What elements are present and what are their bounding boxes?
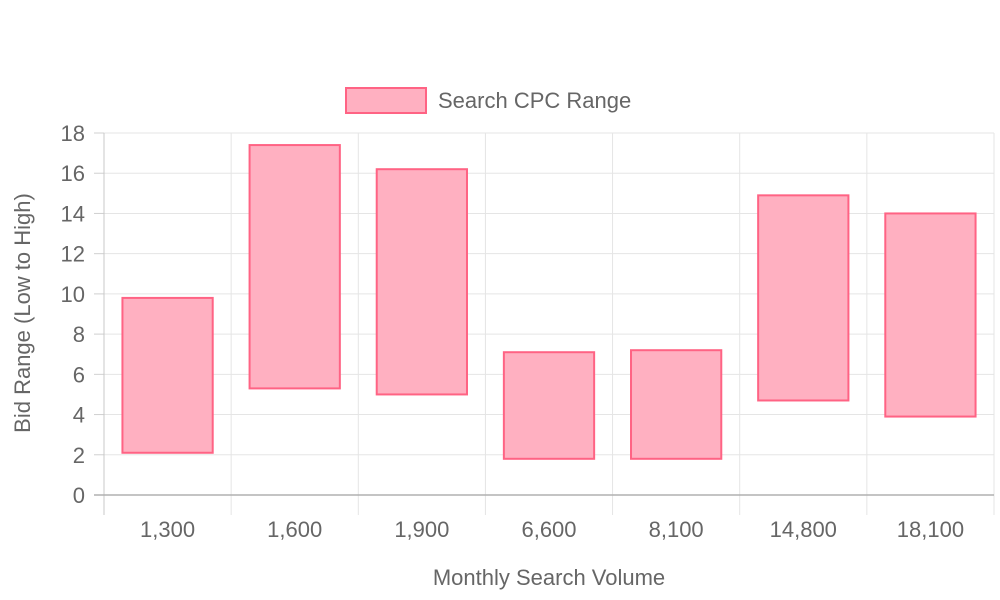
y-tick-label: 14 bbox=[61, 201, 85, 226]
range-bar[interactable] bbox=[630, 349, 723, 460]
x-tick-label: 14,800 bbox=[770, 517, 837, 542]
y-tick-label: 2 bbox=[73, 443, 85, 468]
range-bar[interactable] bbox=[502, 351, 596, 460]
x-axis-title: Monthly Search Volume bbox=[433, 565, 665, 590]
legend-swatch bbox=[345, 87, 427, 114]
x-tick-label: 1,300 bbox=[140, 517, 195, 542]
y-tick-label: 16 bbox=[61, 161, 85, 186]
range-bar[interactable] bbox=[757, 194, 850, 402]
y-tick-label: 10 bbox=[61, 282, 85, 307]
bars bbox=[121, 144, 977, 460]
y-tick-label: 4 bbox=[73, 403, 85, 428]
x-tick-label: 6,600 bbox=[521, 517, 576, 542]
axes: 0 2 4 6 8 10 12 14 16 18 1,300 1,600 1,900 6,600 8,100… bbox=[61, 121, 994, 542]
y-tick-label: 18 bbox=[61, 121, 85, 146]
x-tick-label: 1,900 bbox=[394, 517, 449, 542]
x-tick-label: 18,100 bbox=[897, 517, 964, 542]
range-bar[interactable] bbox=[121, 296, 214, 454]
y-axis-title: Bid Range (Low to High) bbox=[10, 193, 35, 433]
x-tick-label: 1,600 bbox=[267, 517, 322, 542]
y-tick-label: 0 bbox=[73, 483, 85, 508]
range-bar[interactable] bbox=[375, 168, 468, 396]
legend[interactable]: Search CPC Range bbox=[345, 87, 631, 114]
x-tick-label: 8,100 bbox=[649, 517, 704, 542]
y-tick-label: 8 bbox=[73, 322, 85, 347]
legend-label: Search CPC Range bbox=[438, 88, 631, 113]
y-tick-label: 12 bbox=[61, 242, 85, 267]
range-bar[interactable] bbox=[248, 144, 341, 390]
range-bar[interactable] bbox=[884, 212, 977, 418]
y-tick-label: 6 bbox=[73, 362, 85, 387]
